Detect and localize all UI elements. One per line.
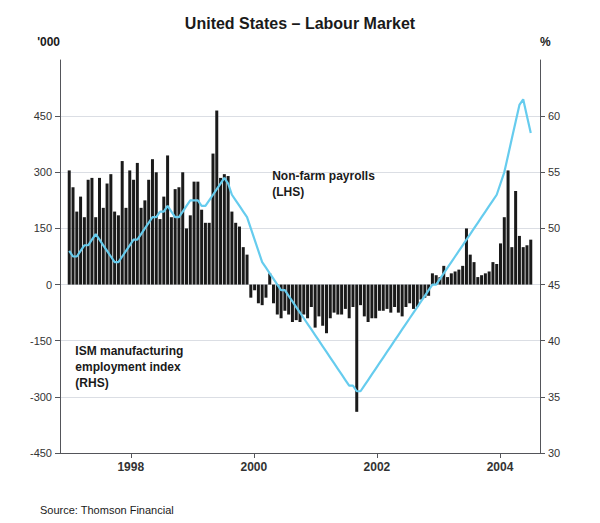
svg-text:Source: Thomson Financial: Source: Thomson Financial xyxy=(40,504,174,516)
svg-text:1998: 1998 xyxy=(117,460,144,474)
svg-text:(LHS): (LHS) xyxy=(272,185,304,199)
svg-text:United States – Labour Market: United States – Labour Market xyxy=(185,15,416,32)
svg-text:'000: '000 xyxy=(37,35,60,49)
svg-text:employment index: employment index xyxy=(75,360,181,374)
svg-text:300: 300 xyxy=(34,166,52,178)
svg-text:2004: 2004 xyxy=(487,460,514,474)
svg-text:150: 150 xyxy=(34,222,52,234)
svg-text:2000: 2000 xyxy=(240,460,267,474)
svg-text:Non-farm payrolls: Non-farm payrolls xyxy=(272,169,375,183)
svg-text:35: 35 xyxy=(548,391,560,403)
svg-text:-300: -300 xyxy=(30,391,52,403)
svg-text:30: 30 xyxy=(548,447,560,459)
svg-text:450: 450 xyxy=(34,110,52,122)
svg-text:50: 50 xyxy=(548,222,560,234)
svg-text:0: 0 xyxy=(46,279,52,291)
svg-text:55: 55 xyxy=(548,166,560,178)
svg-text:2002: 2002 xyxy=(364,460,391,474)
svg-text:45: 45 xyxy=(548,279,560,291)
svg-text:40: 40 xyxy=(548,335,560,347)
svg-text:-150: -150 xyxy=(30,335,52,347)
svg-text:ISM manufacturing: ISM manufacturing xyxy=(75,344,183,358)
svg-text:%: % xyxy=(540,35,551,49)
svg-text:(RHS): (RHS) xyxy=(75,376,108,390)
svg-text:-450: -450 xyxy=(30,447,52,459)
svg-text:60: 60 xyxy=(548,110,560,122)
